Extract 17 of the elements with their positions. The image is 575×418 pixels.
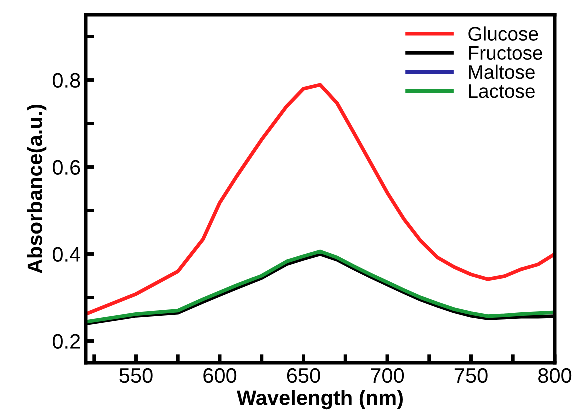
x-tick-label: 800 bbox=[538, 368, 572, 384]
x-tick-label: 700 bbox=[371, 368, 404, 384]
legend-label: Fructose bbox=[469, 46, 542, 60]
line-series bbox=[86, 83, 555, 316]
y-tick-label: 0.2 bbox=[52, 334, 80, 350]
legend-label: Maltose bbox=[469, 64, 535, 80]
x-tick-label: 650 bbox=[287, 368, 320, 384]
x-tick-label: 550 bbox=[120, 368, 153, 384]
y-axis-title: Absorbance(a.u.) bbox=[27, 104, 47, 274]
legend-label: Glucose bbox=[468, 26, 538, 41]
y-tick-label: 0.8 bbox=[52, 73, 80, 88]
x-axis-title: Wavelength (nm) bbox=[237, 390, 403, 410]
y-tick-label: 0.6 bbox=[52, 160, 80, 176]
x-tick-label: 750 bbox=[454, 368, 488, 384]
legend-label: Lactose bbox=[469, 84, 535, 98]
x-tick-label: 600 bbox=[204, 368, 237, 384]
y-tick-label: 0.4 bbox=[52, 247, 81, 262]
